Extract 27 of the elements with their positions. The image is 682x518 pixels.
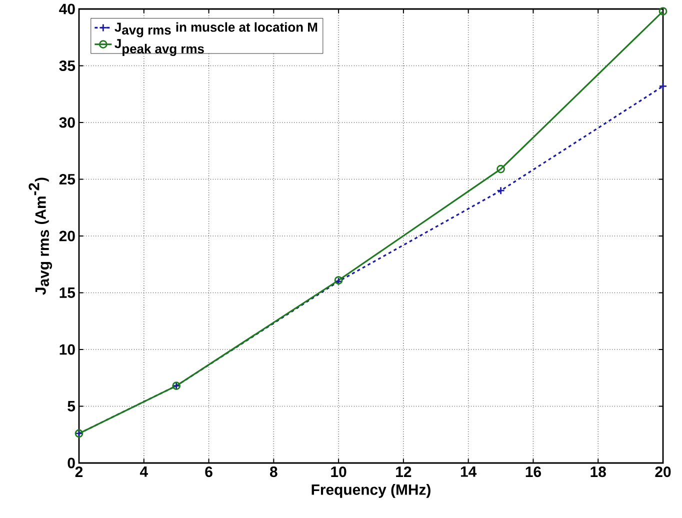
x-axis-title: Frequency (MHz) (312, 484, 430, 498)
point (496, 186, 505, 195)
x-tick-label: 2 (75, 466, 83, 477)
point (658, 82, 668, 90)
y-axis-title: $\textbf{J}_{\textbf{avg rms}}\textbf{ (Am}^{\textbf{-2}}\textbf{)}$ (28, 178, 52, 295)
x-tick-label: 18 (590, 466, 606, 478)
x-tick-label: 10 (331, 466, 346, 478)
y-tick-label: 20 (59, 230, 75, 242)
y-tick-label: 15 (60, 288, 76, 298)
y-tick-label: 30 (59, 117, 75, 128)
x-tick-label: 20 (655, 466, 671, 478)
x-tick-label: 16 (526, 466, 541, 478)
y-tick-label: 5 (68, 401, 76, 412)
x-tick-label: 6 (205, 466, 212, 478)
x-tick-label: 8 (270, 466, 278, 478)
legend-label: $\textbf{J}_{\textbf{avg rms}}\textbf{ in muscle at location M}$ (114, 22, 318, 38)
point (658, 7, 668, 16)
x-tick-label: 4 (140, 466, 148, 477)
y-tick-label: 10 (60, 344, 75, 355)
x-tick-label: 14 (460, 466, 477, 477)
x-tick-label: 12 (396, 466, 412, 477)
point (496, 164, 505, 174)
legend-label: $\textbf{J}_{\textbf{peak avg rms}}$ (114, 39, 204, 56)
y-tick-label: 35 (59, 60, 76, 72)
y-tick-label: 40 (59, 4, 75, 14)
y-tick-label: 0 (68, 458, 75, 468)
y-tick-label: 25 (59, 174, 76, 185)
